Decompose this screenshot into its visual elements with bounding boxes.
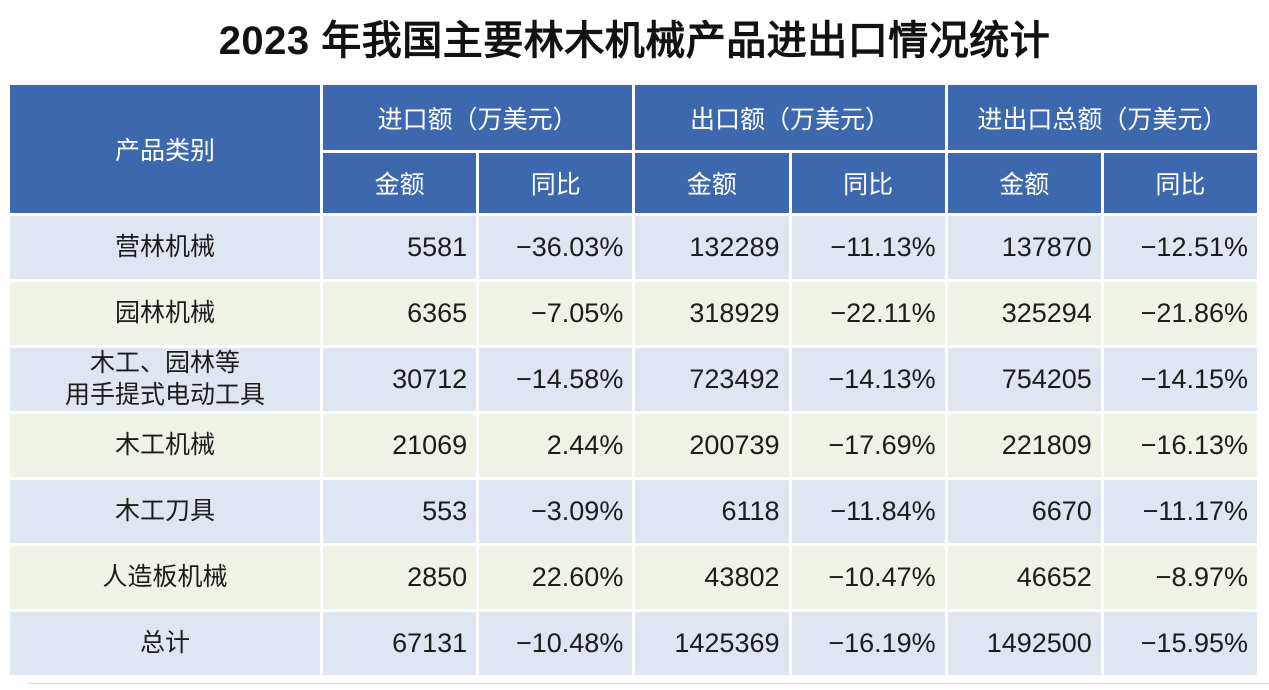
export-amount-cell: 723492 [635, 348, 789, 411]
import-amount-cell: 553 [323, 480, 477, 543]
export-amount-cell: 43802 [635, 546, 789, 609]
total-yoy-cell: −15.95% [1103, 612, 1257, 675]
import-amount-cell: 6365 [323, 282, 477, 345]
category-cell: 木工机械 [10, 414, 320, 477]
export-amount-cell: 6118 [635, 480, 789, 543]
header-import-yoy: 同比 [479, 153, 633, 213]
stats-table: 产品类别 进口额（万美元） 出口额（万美元） 进出口总额（万美元） 金额 同比 … [10, 85, 1257, 675]
export-yoy-cell: −10.47% [791, 546, 945, 609]
export-yoy-cell: −17.69% [791, 414, 945, 477]
import-amount-cell: 21069 [323, 414, 477, 477]
import-yoy-cell: 2.44% [479, 414, 633, 477]
total-yoy-cell: −12.51% [1103, 216, 1257, 279]
header-group-total: 进出口总额（万美元） [947, 85, 1257, 150]
import-yoy-cell: −10.48% [479, 612, 633, 675]
page-divider [28, 683, 1269, 684]
total-yoy-cell: −21.86% [1103, 282, 1257, 345]
import-yoy-cell: −14.58% [479, 348, 633, 411]
export-yoy-cell: −16.19% [791, 612, 945, 675]
import-amount-cell: 2850 [323, 546, 477, 609]
category-cell: 木工、园林等 用手提式电动工具 [10, 348, 320, 411]
export-yoy-cell: −22.11% [791, 282, 945, 345]
import-yoy-cell: −36.03% [479, 216, 633, 279]
export-yoy-cell: −11.84% [791, 480, 945, 543]
import-yoy-cell: −3.09% [479, 480, 633, 543]
header-import-amount: 金额 [323, 153, 477, 213]
header-product-category: 产品类别 [10, 85, 320, 213]
export-amount-cell: 132289 [635, 216, 789, 279]
total-amount-cell: 325294 [947, 282, 1101, 345]
export-amount-cell: 318929 [635, 282, 789, 345]
export-yoy-cell: −11.13% [791, 216, 945, 279]
total-amount-cell: 1492500 [947, 612, 1101, 675]
category-cell: 园林机械 [10, 282, 320, 345]
category-cell: 木工刀具 [10, 480, 320, 543]
import-yoy-cell: −7.05% [479, 282, 633, 345]
header-group-import: 进口额（万美元） [323, 85, 633, 150]
total-yoy-cell: −8.97% [1103, 546, 1257, 609]
import-amount-cell: 30712 [323, 348, 477, 411]
total-amount-cell: 137870 [947, 216, 1101, 279]
total-yoy-cell: −14.15% [1103, 348, 1257, 411]
category-cell-total: 总计 [10, 612, 320, 675]
import-amount-cell: 67131 [323, 612, 477, 675]
import-amount-cell: 5581 [323, 216, 477, 279]
export-yoy-cell: −14.13% [791, 348, 945, 411]
page-title: 2023 年我国主要林木机械产品进出口情况统计 [218, 19, 1051, 63]
header-total-amount: 金额 [947, 153, 1101, 213]
header-total-yoy: 同比 [1103, 153, 1257, 213]
header-group-export: 出口额（万美元） [635, 85, 945, 150]
total-yoy-cell: −11.17% [1103, 480, 1257, 543]
header-export-amount: 金额 [635, 153, 789, 213]
total-amount-cell: 221809 [947, 414, 1101, 477]
import-yoy-cell: 22.60% [479, 546, 633, 609]
total-yoy-cell: −16.13% [1103, 414, 1257, 477]
total-amount-cell: 754205 [947, 348, 1101, 411]
category-cell: 人造板机械 [10, 546, 320, 609]
total-amount-cell: 6670 [947, 480, 1101, 543]
export-amount-cell: 200739 [635, 414, 789, 477]
header-export-yoy: 同比 [791, 153, 945, 213]
total-amount-cell: 46652 [947, 546, 1101, 609]
export-amount-cell: 1425369 [635, 612, 789, 675]
category-cell: 营林机械 [10, 216, 320, 279]
